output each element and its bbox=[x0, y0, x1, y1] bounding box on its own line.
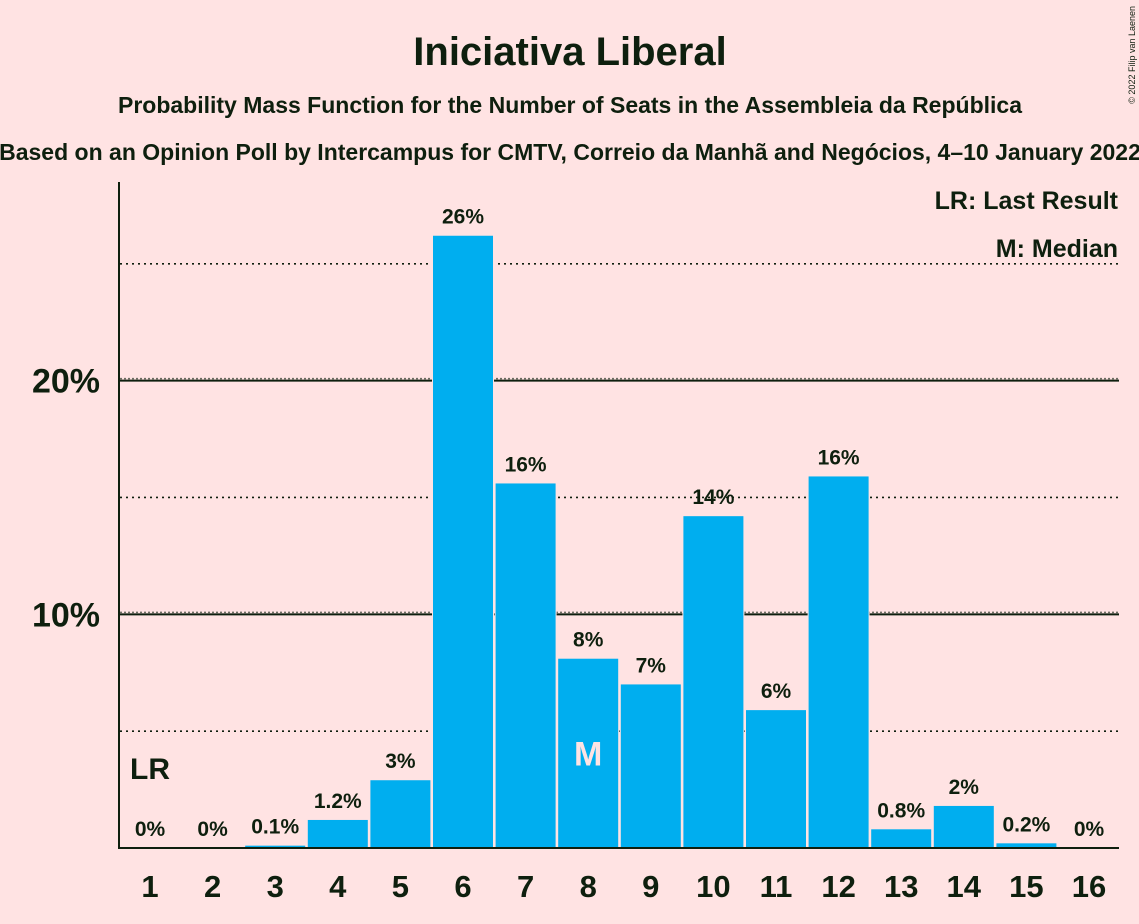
data-label: 0.2% bbox=[1002, 813, 1050, 836]
x-tick-label: 16 bbox=[1072, 869, 1106, 904]
x-tick-label: 10 bbox=[696, 869, 730, 904]
last-result-marker: LR bbox=[130, 753, 170, 786]
data-label: 7% bbox=[636, 654, 667, 677]
bar bbox=[933, 805, 994, 848]
bar bbox=[558, 658, 619, 848]
x-tick-label: 9 bbox=[642, 869, 659, 904]
x-tick-label: 3 bbox=[267, 869, 284, 904]
median-marker: M bbox=[574, 735, 602, 773]
bar bbox=[245, 845, 306, 848]
bar bbox=[433, 235, 493, 848]
data-label: 26% bbox=[442, 206, 484, 229]
x-tick-label: 15 bbox=[1009, 869, 1043, 904]
x-tick-label: 5 bbox=[392, 869, 409, 904]
data-label: 14% bbox=[692, 486, 734, 509]
x-tick-label: 4 bbox=[329, 869, 347, 904]
data-label: 6% bbox=[761, 680, 792, 703]
bar bbox=[370, 780, 431, 848]
bar bbox=[683, 516, 744, 848]
x-tick-label: 12 bbox=[821, 869, 855, 904]
chart-title: Iniciativa Liberal bbox=[413, 30, 726, 74]
bar-layer bbox=[244, 234, 1058, 848]
y-tick-label: 10% bbox=[32, 596, 100, 634]
data-label: 16% bbox=[505, 453, 547, 476]
bar bbox=[307, 819, 368, 848]
copyright-text: © 2022 Filip van Laenen bbox=[1127, 6, 1137, 104]
x-tick-label: 13 bbox=[884, 869, 918, 904]
x-tick-label: 14 bbox=[947, 869, 982, 904]
chart-subtitle-source: Based on an Opinion Poll by Intercampus … bbox=[0, 139, 1139, 165]
x-tick-label: 1 bbox=[141, 869, 158, 904]
x-tick-label: 6 bbox=[454, 869, 471, 904]
x-tick-label: 7 bbox=[517, 869, 534, 904]
data-label: 0% bbox=[135, 818, 166, 841]
data-label: 8% bbox=[573, 629, 604, 652]
bar bbox=[620, 684, 681, 848]
data-label: 0.8% bbox=[877, 799, 925, 822]
legend-last-result: LR: Last Result bbox=[935, 187, 1119, 215]
bar bbox=[871, 829, 932, 848]
grid-layer bbox=[120, 262, 1119, 732]
x-tick-label: 8 bbox=[580, 869, 597, 904]
data-label: 3% bbox=[385, 750, 416, 773]
data-label: 16% bbox=[818, 446, 860, 469]
data-label: 0% bbox=[1074, 818, 1105, 841]
data-label: 1.2% bbox=[314, 790, 362, 813]
bar bbox=[746, 710, 806, 848]
bar bbox=[808, 476, 869, 848]
data-label: 0.1% bbox=[251, 816, 299, 839]
legend-median: M: Median bbox=[996, 235, 1118, 263]
bar bbox=[996, 843, 1057, 848]
label-layer: 10% 20% 0% 1 LR 0% 2 0.1% 3 1.2% 4 3% 5 26% 6 16% 7 8% 8 M 7… bbox=[32, 206, 1106, 904]
bar bbox=[495, 483, 556, 848]
data-label: 0% bbox=[197, 818, 228, 841]
chart-subtitle: Probability Mass Function for the Number… bbox=[118, 92, 1022, 118]
x-tick-label: 11 bbox=[760, 869, 793, 904]
y-tick-label: 20% bbox=[32, 363, 100, 401]
x-tick-label: 2 bbox=[204, 869, 221, 904]
data-label: 2% bbox=[949, 776, 980, 799]
